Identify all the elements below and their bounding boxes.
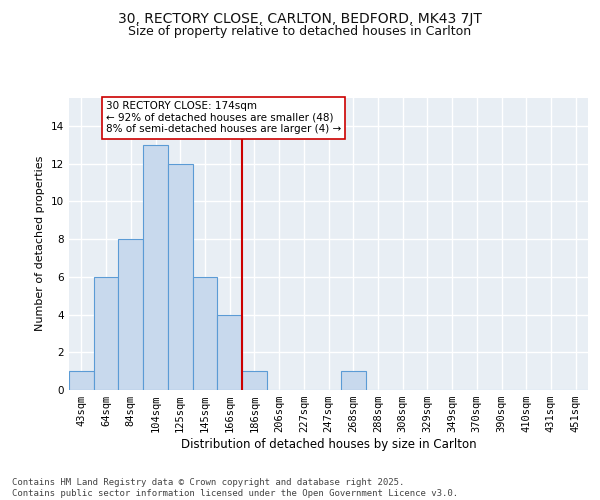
- Bar: [143, 144, 168, 390]
- Bar: [168, 164, 193, 390]
- Bar: [94, 277, 118, 390]
- Text: 30, RECTORY CLOSE, CARLTON, BEDFORD, MK43 7JT: 30, RECTORY CLOSE, CARLTON, BEDFORD, MK4…: [118, 12, 482, 26]
- Text: Contains HM Land Registry data © Crown copyright and database right 2025.
Contai: Contains HM Land Registry data © Crown c…: [12, 478, 458, 498]
- X-axis label: Distribution of detached houses by size in Carlton: Distribution of detached houses by size …: [181, 438, 476, 451]
- Bar: [341, 371, 365, 390]
- Bar: [69, 371, 94, 390]
- Bar: [217, 314, 242, 390]
- Bar: [118, 239, 143, 390]
- Bar: [193, 277, 217, 390]
- Text: 30 RECTORY CLOSE: 174sqm
← 92% of detached houses are smaller (48)
8% of semi-de: 30 RECTORY CLOSE: 174sqm ← 92% of detach…: [106, 102, 341, 134]
- Y-axis label: Number of detached properties: Number of detached properties: [35, 156, 46, 332]
- Bar: [242, 371, 267, 390]
- Text: Size of property relative to detached houses in Carlton: Size of property relative to detached ho…: [128, 25, 472, 38]
